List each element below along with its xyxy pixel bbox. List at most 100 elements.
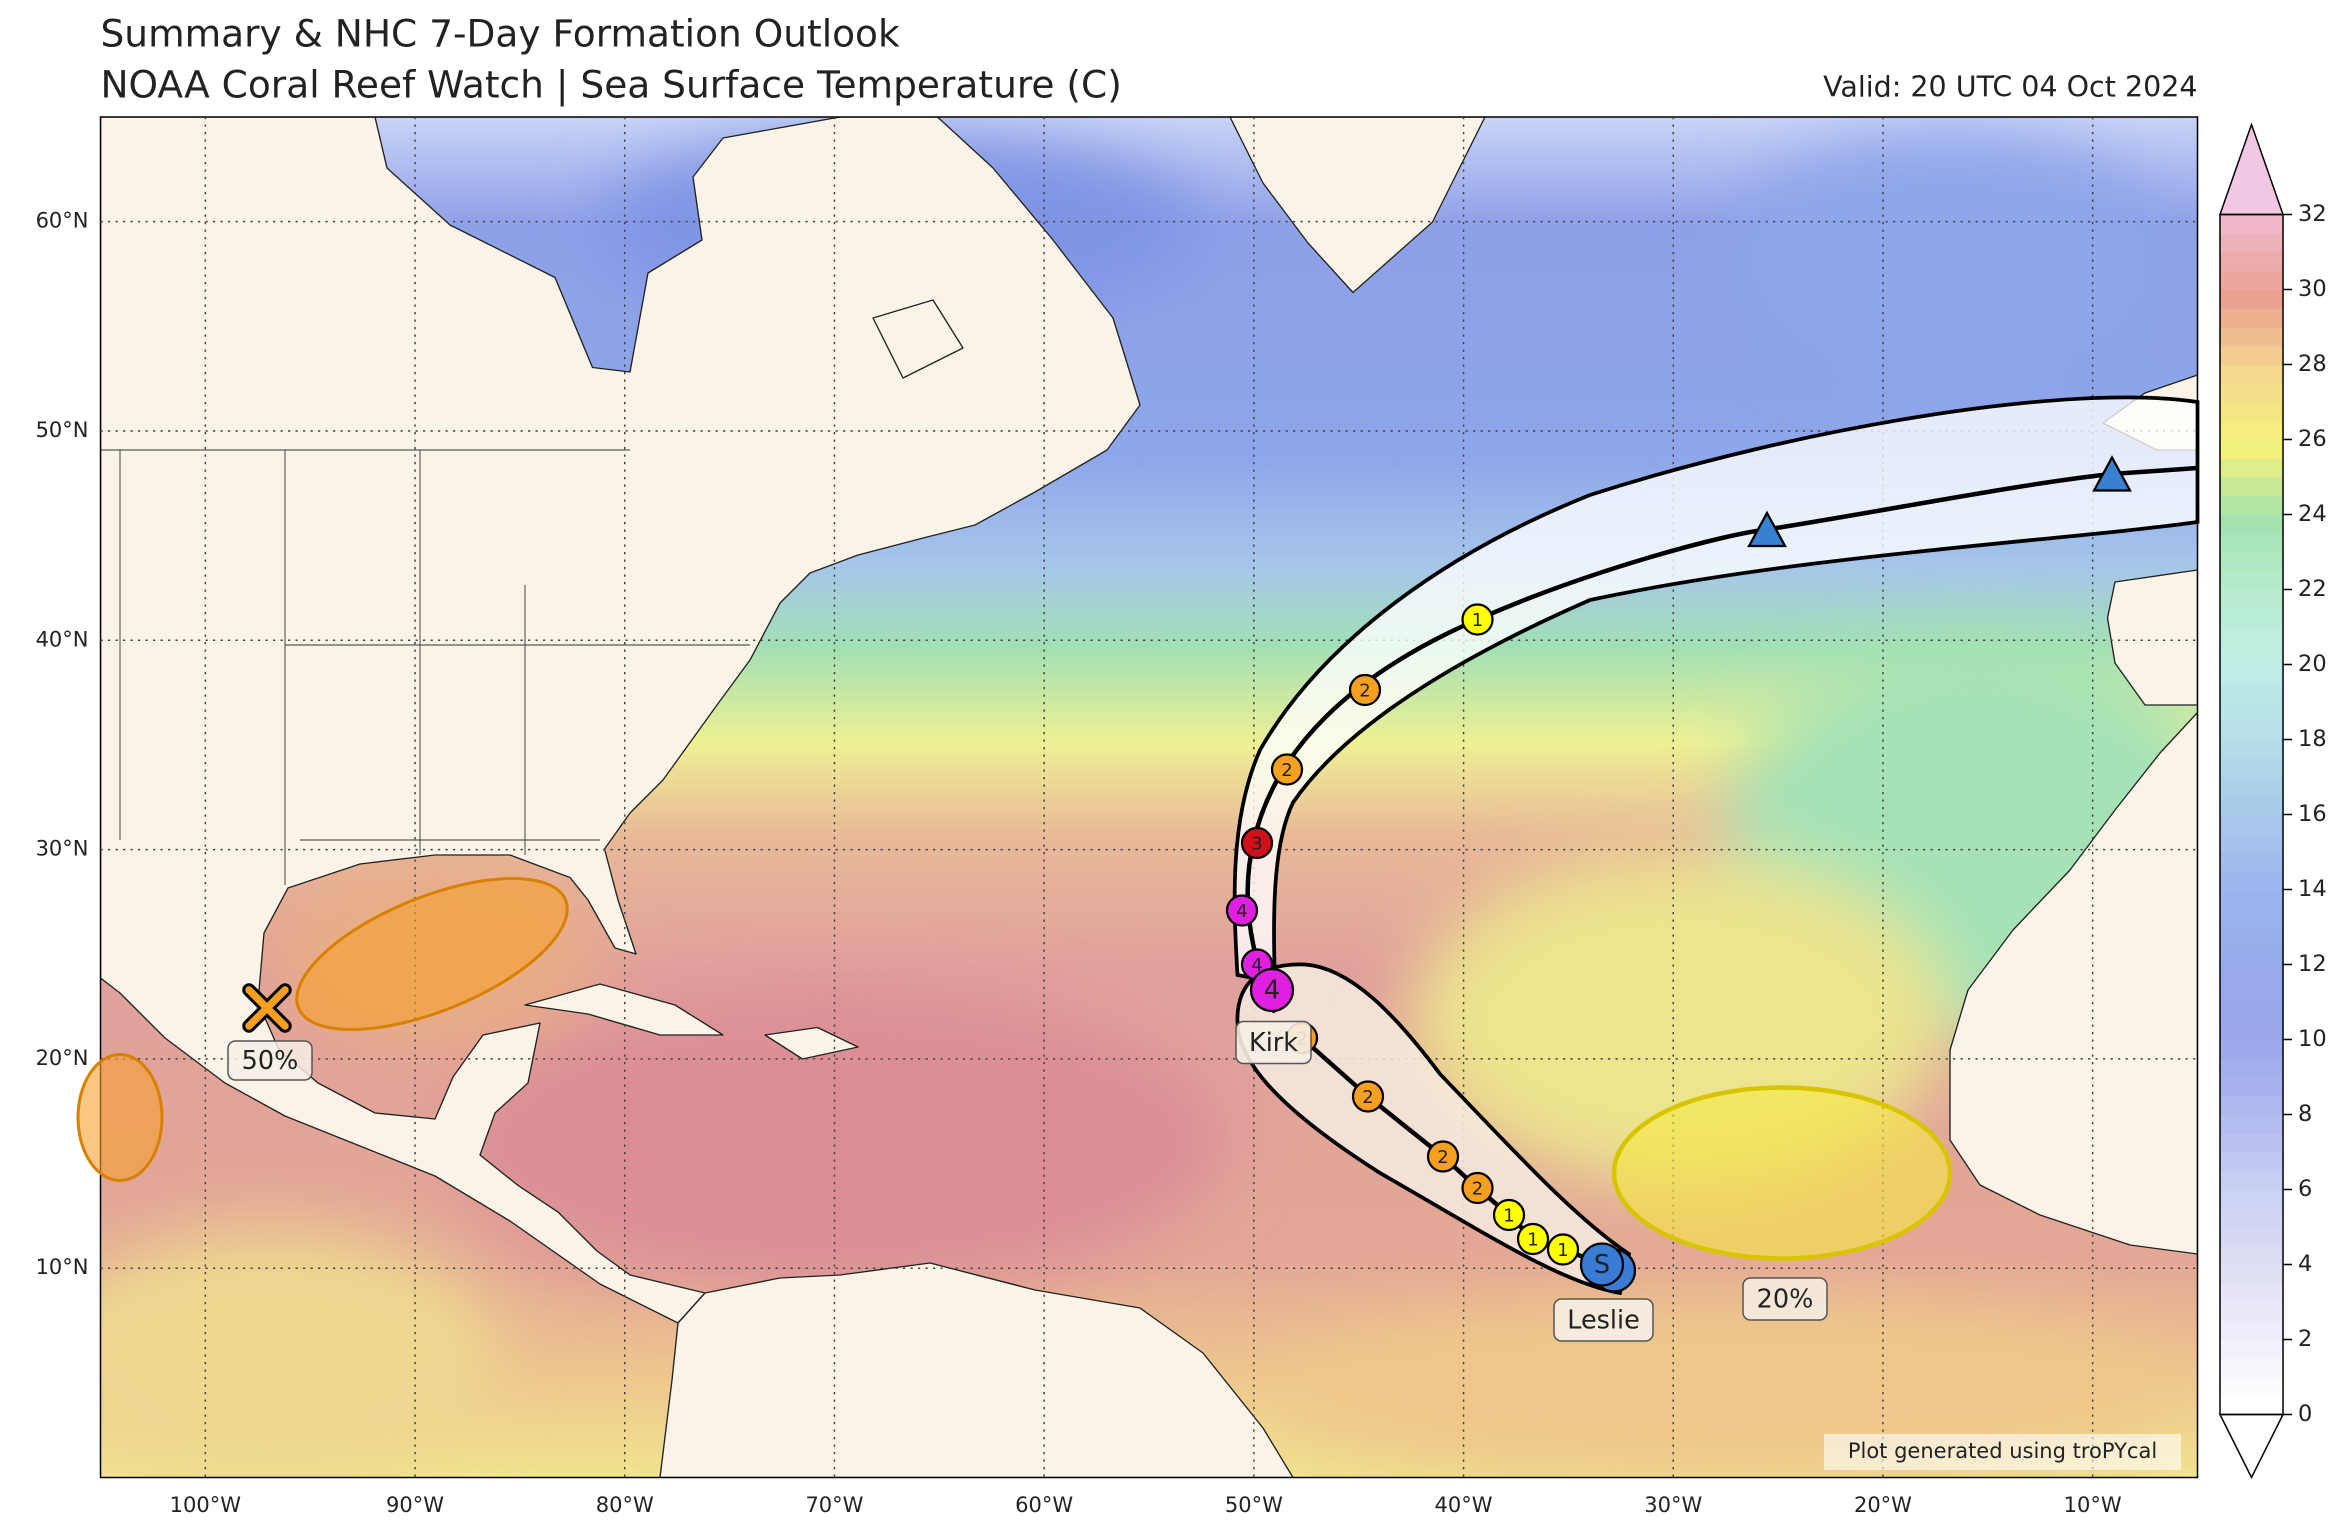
colorbar-band xyxy=(2220,964,2284,984)
colorbar-band xyxy=(2220,477,2284,497)
colorbar-band xyxy=(2220,1002,2284,1022)
outlooks xyxy=(76,876,1953,1261)
colorbar-tick-label: 2 xyxy=(2298,1326,2312,1352)
track-point xyxy=(1492,1198,1526,1232)
label-box xyxy=(1235,1020,1312,1065)
lat-label: 30°N xyxy=(36,837,89,861)
colorbar-band xyxy=(2220,289,2284,309)
colorbar-tick-label: 0 xyxy=(2298,1401,2312,1427)
colorbar-band xyxy=(2220,402,2284,422)
track-point-label: 4 xyxy=(1236,901,1247,922)
colorbar-band xyxy=(2220,702,2284,722)
colorbar-band xyxy=(2220,1339,2284,1359)
track-point xyxy=(1426,1140,1460,1173)
colorbar-tick-label: 12 xyxy=(2298,951,2327,977)
track-point-label: 2 xyxy=(1281,760,1292,781)
lon-label: 30°W xyxy=(1644,1493,1702,1517)
track-point xyxy=(1579,1242,1625,1287)
track-point xyxy=(1270,753,1304,786)
lon-label: 100°W xyxy=(170,1493,242,1517)
colorbar-band xyxy=(2220,233,2284,253)
colorbar-band xyxy=(2220,1189,2284,1209)
colorbar-band xyxy=(2220,739,2284,759)
colorbar-tick-label: 26 xyxy=(2298,426,2327,452)
colorbar-band xyxy=(2220,495,2284,516)
colorbar-tick-label: 16 xyxy=(2298,801,2327,827)
graticule: 10°N 20°N 30°N 40°N 50°N 60°N 100°W 90°W 80°W 70°… xyxy=(36,117,2198,1517)
colorbar-band xyxy=(2220,777,2284,797)
colorbar-band xyxy=(2220,1302,2284,1322)
colorbar-extend xyxy=(2218,1413,2285,1480)
colorbar-band xyxy=(2220,1208,2284,1228)
colorbar-band xyxy=(2220,720,2284,741)
colorbar-band xyxy=(2220,758,2284,778)
colorbar-band xyxy=(2220,927,2284,947)
colorbar-tick-label: 22 xyxy=(2298,576,2327,602)
storm-label: Kirk xyxy=(1249,1028,1298,1058)
lat-label: 20°N xyxy=(36,1046,89,1070)
label-box xyxy=(1553,1298,1654,1342)
colorbar-band xyxy=(2220,458,2284,478)
kirk-cone xyxy=(1232,395,2200,985)
colorbar-band xyxy=(2220,833,2284,853)
extratropical-marker xyxy=(1747,455,2132,548)
colorbar-band xyxy=(2220,1227,2284,1247)
iberia xyxy=(2106,569,2198,706)
colorbar-band xyxy=(2220,1283,2284,1303)
colorbar-band xyxy=(2220,983,2284,1003)
track-point-label: S xyxy=(1594,1250,1610,1280)
credit-box xyxy=(1824,1434,2182,1471)
colorbar-band xyxy=(2220,552,2284,572)
colorbar-band xyxy=(2220,1245,2284,1266)
colorbar-tick-label: 18 xyxy=(2298,726,2327,752)
lat-label: 10°N xyxy=(36,1255,89,1279)
colorbar-tick-label: 6 xyxy=(2298,1176,2312,1202)
colorbar-tick-label: 4 xyxy=(2298,1251,2312,1277)
colorbar-tick-label: 32 xyxy=(2298,201,2327,227)
colorbar-band xyxy=(2220,645,2284,666)
track-point xyxy=(1516,1222,1550,1256)
track-point-label: 4 xyxy=(1264,976,1280,1006)
colorbar-band xyxy=(2220,1170,2284,1191)
label-box xyxy=(1742,1277,1828,1321)
outlook-area xyxy=(76,1053,164,1183)
colorbar-band xyxy=(2220,1020,2284,1041)
africa xyxy=(1949,711,2198,1255)
colorbar-band xyxy=(2220,870,2284,891)
track-point-label: 1 xyxy=(1557,1240,1568,1261)
track-point xyxy=(1461,603,1494,636)
track-point xyxy=(1240,826,1274,860)
south-america xyxy=(659,1262,1294,1478)
subtitle: NOAA Coral Reef Watch | Sea Surface Temp… xyxy=(101,63,1122,108)
colorbar-tick-label: 10 xyxy=(2298,1026,2327,1052)
outlook-area xyxy=(1611,1085,1953,1261)
colorbar-band xyxy=(2220,1133,2284,1153)
colorbar-band xyxy=(2220,345,2284,366)
track-point-label: 2 xyxy=(1437,1147,1448,1168)
title: Summary & NHC 7-Day Formation Outlook xyxy=(101,12,901,56)
colorbar-band xyxy=(2220,627,2284,647)
track-point-label: 3 xyxy=(1251,834,1262,855)
labels: 50% 20% Kirk Leslie Plot generated using… xyxy=(227,1020,2182,1471)
lat-label: 50°N xyxy=(36,418,89,442)
colorbar-band xyxy=(2220,420,2284,441)
colorbar-band xyxy=(2220,1358,2284,1378)
valid-time: Valid: 20 UTC 04 Oct 2024 xyxy=(1823,71,2197,104)
colorbar-extend xyxy=(2218,122,2285,216)
colorbar-band xyxy=(2220,533,2284,553)
track-point-label: 1 xyxy=(1503,1206,1514,1227)
lon-label: 80°W xyxy=(596,1493,654,1517)
colorbar-band xyxy=(2220,252,2284,272)
colorbar-tick-label: 24 xyxy=(2298,501,2327,527)
colorbar-band xyxy=(2220,308,2284,328)
lon-label: 50°W xyxy=(1225,1493,1283,1517)
track-point xyxy=(1351,1080,1385,1113)
colorbar-band xyxy=(2220,383,2284,403)
colorbar-band xyxy=(2220,1114,2284,1134)
colorbar-band xyxy=(2220,514,2284,534)
track-point-label: 1 xyxy=(1472,610,1483,631)
storm-label: Leslie xyxy=(1567,1306,1640,1336)
lon-label: 20°W xyxy=(1854,1493,1912,1517)
track-point-label: 2 xyxy=(1359,681,1370,702)
